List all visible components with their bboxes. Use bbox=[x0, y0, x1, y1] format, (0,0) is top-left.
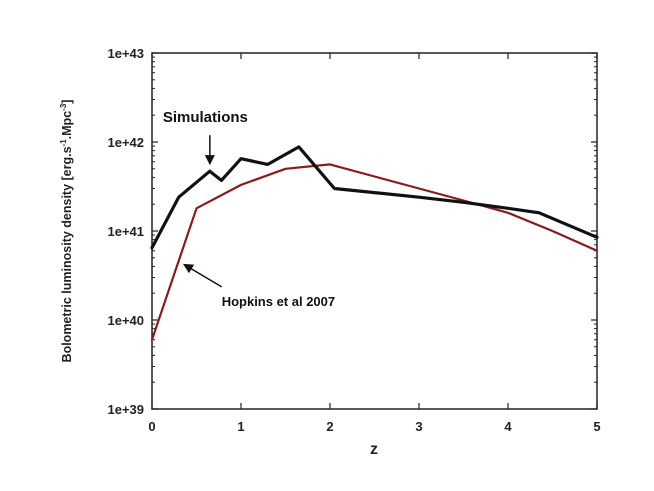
x-tick-label: 0 bbox=[148, 419, 155, 434]
y-tick-label: 1e+40 bbox=[107, 313, 144, 328]
annotation-arrow-hopkins bbox=[182, 263, 223, 288]
annotation-simulations: Simulations bbox=[163, 109, 248, 126]
x-ticks: 0 1 2 3 4 5 bbox=[148, 53, 601, 434]
x-tick-label: 3 bbox=[415, 419, 422, 434]
series-group bbox=[150, 145, 599, 341]
y-tick-label: 1e+39 bbox=[107, 402, 144, 417]
x-tick-label: 1 bbox=[237, 419, 244, 434]
y-tick-label: 1e+43 bbox=[107, 46, 144, 61]
plot-frame bbox=[151, 52, 598, 410]
y-axis-label: Bolometric luminosity density [erg.s-1.M… bbox=[59, 100, 74, 363]
y-tick-label: 1e+41 bbox=[107, 224, 144, 239]
x-tick-label: 5 bbox=[593, 419, 600, 434]
annotation-hopkins: Hopkins et al 2007 bbox=[222, 294, 335, 309]
y-tick-label: 1e+42 bbox=[107, 135, 144, 150]
series-line-simulations bbox=[150, 145, 599, 250]
x-tick-label: 2 bbox=[326, 419, 333, 434]
x-tick-label: 4 bbox=[504, 419, 512, 434]
series-line-hopkins-2007 bbox=[150, 163, 599, 341]
annotations: Simulations Hopkins et al 2007 bbox=[163, 109, 335, 309]
x-axis-label: z bbox=[370, 441, 378, 458]
y-ticks: 1e+39 1e+40 1e+41 1e+42 1e+43 bbox=[107, 46, 597, 417]
